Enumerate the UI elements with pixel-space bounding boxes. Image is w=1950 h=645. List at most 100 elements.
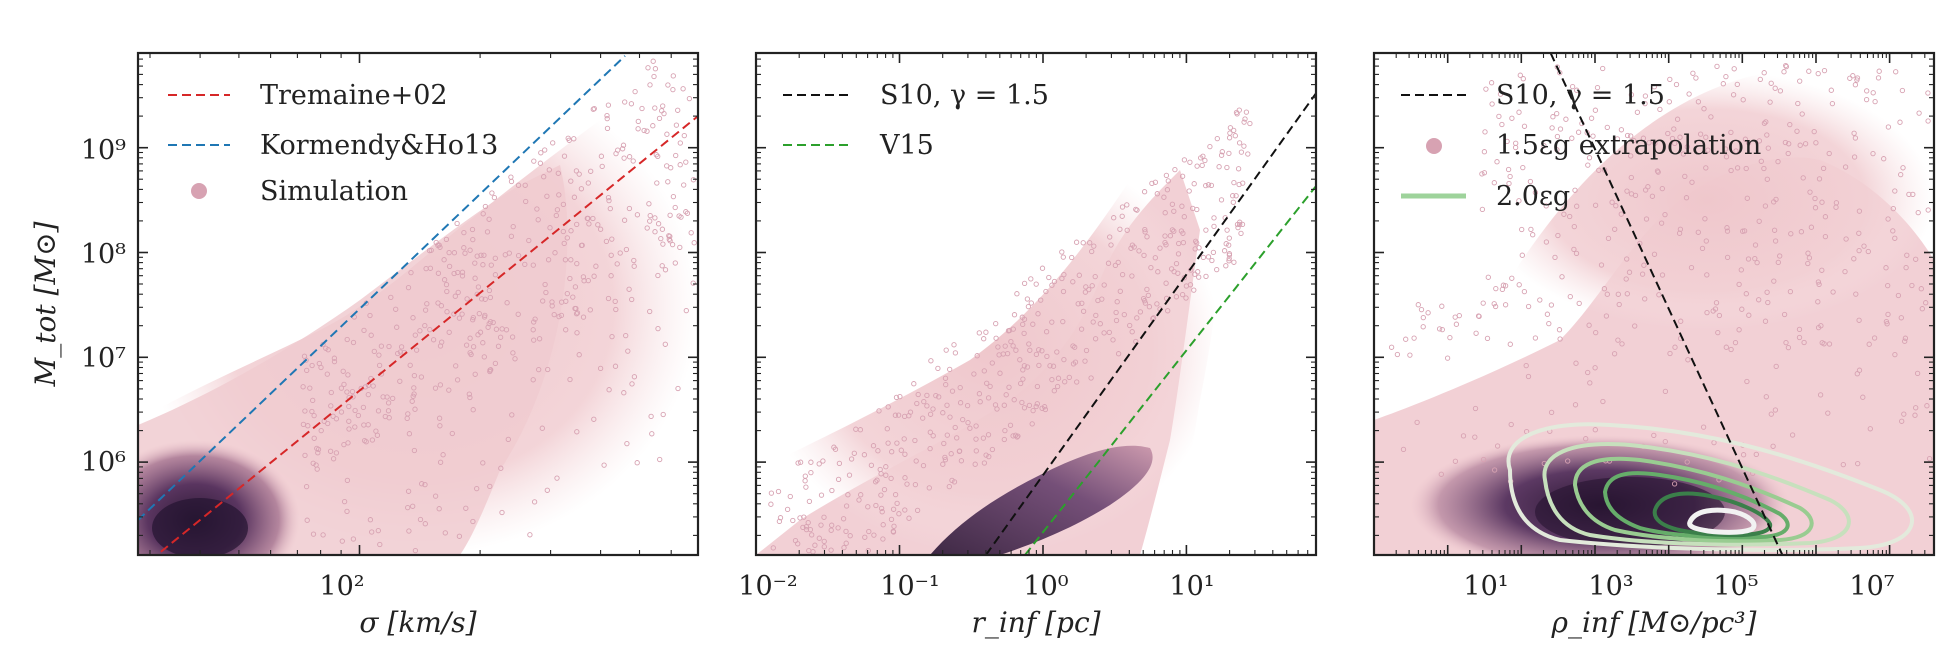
scatter-point [427,326,433,333]
scatter-point [1238,149,1245,155]
scatter-point [1010,433,1016,439]
scatter-point [620,142,627,148]
scatter-point [333,416,340,422]
scatter-point [1162,210,1168,216]
scatter-point [437,423,443,429]
legend-label: Kormendy&Ho13 [260,130,498,161]
scatter-point [406,431,413,437]
scatter-point [307,385,313,391]
scatter-point [590,215,596,222]
s10-line [985,92,1316,555]
scatter-point [585,180,591,186]
scatter-point [1703,238,1709,244]
scatter-point [1906,191,1912,198]
scatter-point [427,265,434,271]
scatter-point [1472,405,1479,412]
scatter-point [1676,230,1683,236]
scatter-point [1483,86,1489,92]
scatter-point [1826,150,1832,157]
scatter-point [1003,392,1009,398]
scatter-point [973,448,979,454]
scatter-point [604,112,610,119]
scatter-point [580,314,587,320]
scatter-point [1001,436,1007,443]
scatter-point [1163,280,1169,286]
scatter-point [1842,164,1849,170]
scatter-point [1761,165,1767,172]
scatter-point [1133,206,1139,213]
scatter-point [1208,182,1215,189]
scatter-point [1042,406,1049,413]
scatter-point [422,307,429,313]
scatter-point [576,171,582,177]
scatter-point [1101,330,1107,336]
scatter-point [1013,347,1019,353]
scatter-point [983,452,989,458]
scatter-point [522,182,528,188]
scatter-point [437,459,444,465]
scatter-point [1061,356,1067,363]
scatter-point [346,403,352,410]
scatter-point [947,366,953,373]
scatter-point [1203,182,1209,189]
scatter-point [1649,193,1656,199]
scatter-point [1615,337,1621,343]
scatter-point [522,261,528,268]
scatter-point [667,212,673,218]
scatter-point [995,344,1001,350]
scatter-point [330,413,336,419]
x-axis-label: ρ_inf [M⊙/pc³] [1551,606,1757,639]
scatter-point [536,336,543,342]
scatter-point [1781,311,1788,318]
scatter-point [652,105,658,111]
scatter-point [1902,335,1909,341]
scatter-point [320,532,326,538]
scatter-point [1124,202,1130,208]
scatter-point [394,324,400,330]
scatter-point [1826,341,1833,347]
scatter-point [1667,350,1673,357]
y-tick-label: 10⁹ [81,135,126,166]
scatter-point [914,507,921,514]
scatter-point [690,177,697,183]
scatter-point [1820,165,1827,172]
scatter-point [481,252,487,258]
scatter-point [1813,140,1819,146]
scatter-point [1226,150,1232,157]
scatter-point [1230,199,1236,205]
scatter-point [1609,199,1615,205]
scatter-point [1190,205,1196,212]
scatter-point [1557,70,1563,76]
scatter-point [895,412,902,418]
scatter-point [1678,318,1684,324]
scatter-point [644,225,650,231]
scatter-point [591,416,597,422]
scatter-point [470,407,476,413]
scatter-point [573,168,580,174]
scatter-point [572,305,578,312]
scatter-point [1020,376,1026,382]
scatter-point [1592,427,1598,433]
scatter-point [891,523,897,529]
scatter-point [422,322,428,329]
scatter-point [1444,355,1451,361]
scatter-point [1078,326,1085,332]
scatter-point [578,186,585,192]
scatter-point [424,301,430,307]
scatter-point [1121,311,1127,318]
scatter-point [574,310,581,316]
scatter-point [1703,134,1709,140]
scatter-point [398,344,405,350]
scatter-point [1030,321,1036,327]
scatter-point [365,391,371,398]
scatter-point [469,226,476,233]
scatter-point [690,280,696,286]
scatter-point [441,257,447,263]
scatter-point [1704,309,1710,316]
scatter-point [1684,144,1690,150]
scatter-point [683,209,689,215]
scatter-point [1070,279,1076,285]
contour-level [1687,507,1757,535]
scatter-point [472,260,478,266]
contours-2-0-eps [1506,422,1914,552]
